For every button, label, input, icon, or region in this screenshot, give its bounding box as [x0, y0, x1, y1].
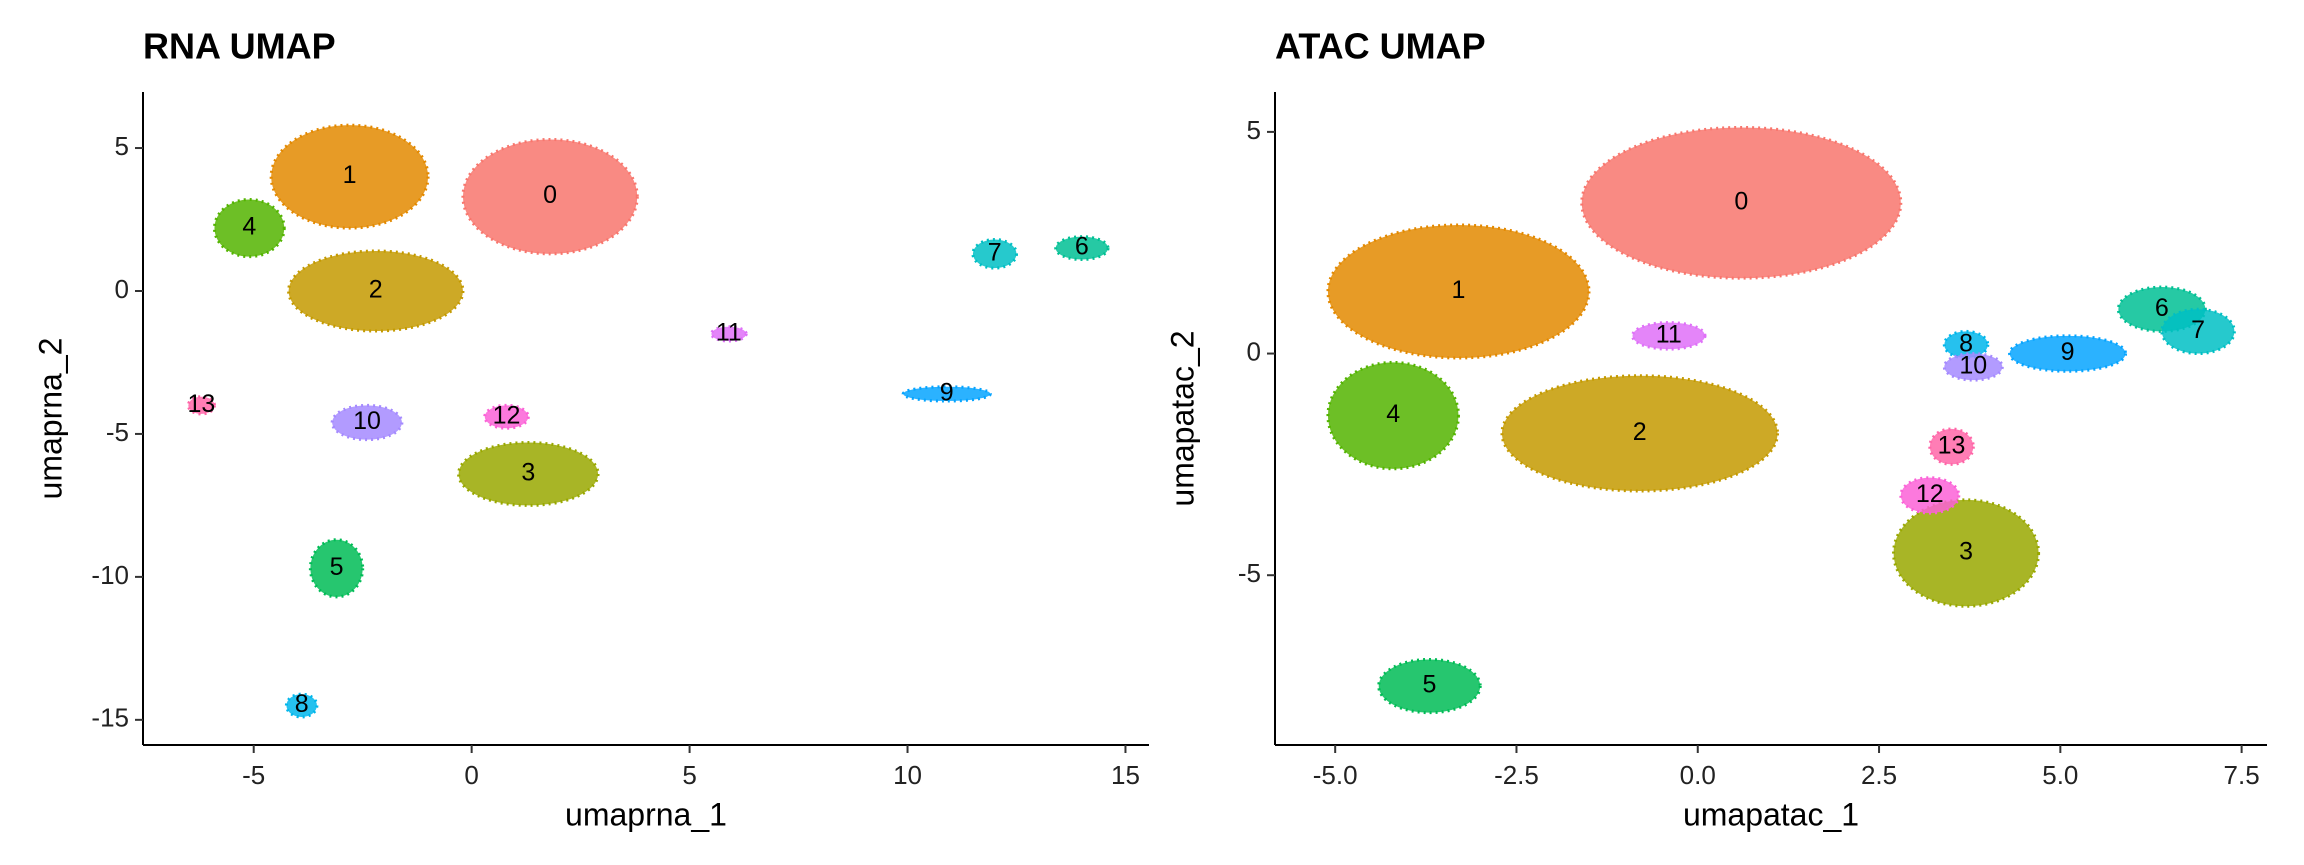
cluster-label: 11: [716, 318, 742, 346]
cluster-label: 13: [188, 390, 216, 418]
cluster-label: 3: [1959, 538, 1973, 566]
cluster-label: 4: [242, 213, 256, 241]
cluster-label: 8: [295, 690, 309, 718]
cluster-label: 5: [330, 553, 344, 581]
y-tick-label: -5: [106, 417, 129, 447]
cluster-label: 0: [1734, 187, 1748, 215]
cluster: [709, 325, 748, 343]
cluster-label: 10: [1959, 351, 1987, 379]
y-tick-label: 5: [115, 131, 129, 161]
y-tick-label: -15: [91, 703, 129, 733]
cluster-label: 1: [343, 161, 357, 189]
x-tick-label: -2.5: [1494, 760, 1539, 790]
cluster-label: 9: [940, 379, 954, 407]
cluster: [1892, 498, 2041, 608]
y-axis-label: umapatac_2: [1164, 330, 1200, 506]
y-tick-label: 0: [115, 274, 129, 304]
x-tick-label: 2.5: [1861, 760, 1897, 790]
y-tick-label: 5: [1247, 115, 1261, 145]
cluster: [287, 249, 465, 333]
chart-title: ATAC UMAP: [1275, 26, 1486, 67]
cluster-label: 9: [2061, 338, 2075, 366]
cluster-label: 12: [493, 401, 521, 429]
cluster: [1326, 223, 1591, 360]
cluster-label: 0: [543, 181, 557, 209]
y-axis-label: umaprna_2: [32, 338, 68, 500]
cluster-label: 6: [1075, 233, 1089, 261]
cluster-label: 7: [2191, 316, 2205, 344]
cluster-label: 6: [2155, 294, 2169, 322]
cluster: [2160, 307, 2236, 356]
cluster: [1942, 329, 1990, 360]
cluster: [1928, 427, 1975, 466]
cluster-label: 11: [1656, 320, 1682, 348]
x-axis-label: umapatac_1: [1683, 796, 1859, 832]
x-tick-label: 7.5: [2224, 760, 2260, 790]
x-tick-label: 0: [464, 760, 478, 790]
x-tick-label: 15: [1111, 760, 1140, 790]
x-tick-label: 0.0: [1680, 760, 1716, 790]
x-tick-label: -5.0: [1313, 760, 1358, 790]
cluster-label: 5: [1423, 671, 1437, 699]
cluster-label: 8: [1959, 329, 1973, 357]
cluster-label: 7: [988, 238, 1002, 266]
cluster: [1942, 352, 2004, 382]
cluster: [1054, 235, 1110, 262]
cluster-label: 3: [521, 459, 535, 487]
cluster: [1500, 374, 1780, 493]
cluster: [461, 137, 639, 256]
cluster: [901, 385, 992, 403]
cluster-label: 13: [1938, 431, 1966, 459]
cluster-label: 12: [1916, 480, 1944, 508]
cluster: [971, 238, 1018, 270]
y-tick-label: -10: [91, 560, 129, 590]
x-tick-label: 5.0: [2042, 760, 2078, 790]
cluster-label: 2: [1633, 418, 1647, 446]
cluster: [483, 403, 530, 430]
cluster-label: 1: [1452, 276, 1466, 304]
cluster: [1899, 476, 1961, 515]
cluster-label: 4: [1386, 400, 1400, 428]
x-tick-label: 10: [893, 760, 922, 790]
cluster: [1326, 360, 1460, 471]
cluster: [1580, 125, 1903, 280]
chart-title: RNA UMAP: [143, 26, 336, 67]
cluster: [212, 197, 286, 259]
cluster: [284, 692, 319, 719]
cluster: [330, 403, 404, 442]
cluster: [186, 395, 216, 416]
y-tick-label: 0: [1247, 336, 1261, 366]
cluster: [1630, 321, 1707, 351]
cluster: [269, 123, 430, 230]
cluster: [2008, 334, 2128, 373]
y-tick-label: -5: [1238, 558, 1261, 588]
cluster: [1377, 657, 1482, 715]
cluster: [457, 441, 600, 507]
cluster: [308, 538, 365, 599]
x-tick-label: -5: [242, 760, 265, 790]
cluster-label: 10: [353, 407, 381, 435]
x-axis-label: umaprna_1: [565, 796, 727, 832]
x-tick-label: 5: [682, 760, 696, 790]
cluster-label: 2: [369, 276, 383, 304]
